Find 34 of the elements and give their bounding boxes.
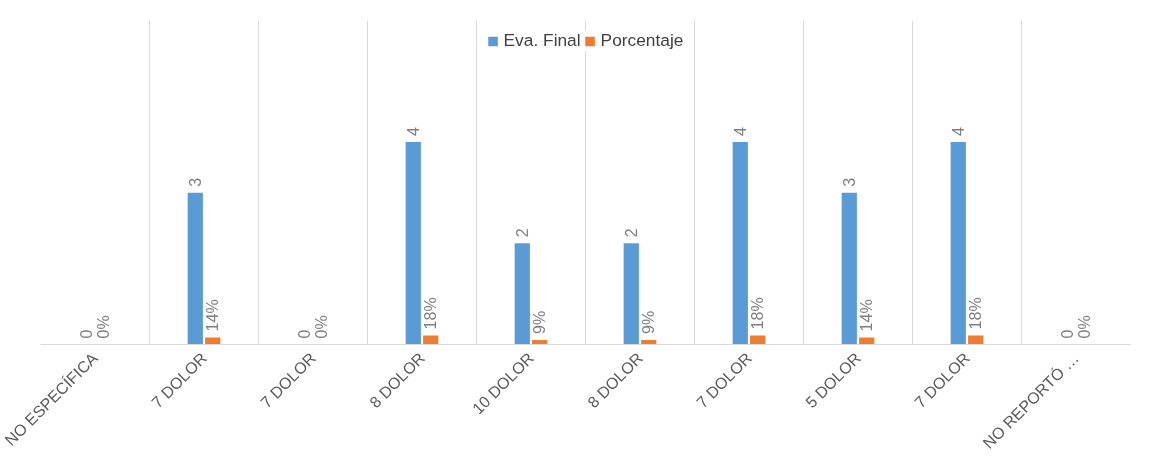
data-label: 2: [623, 228, 641, 238]
data-label: 4: [732, 127, 750, 136]
data-label: 18%: [967, 297, 985, 330]
data-label: 0%: [1076, 315, 1094, 339]
bar: [514, 243, 530, 345]
data-label: 9%: [640, 310, 658, 334]
bar: [859, 337, 875, 345]
bar: [968, 335, 984, 345]
bar: [950, 142, 966, 345]
data-label: 0: [296, 329, 314, 339]
data-label: 18%: [749, 297, 767, 330]
bar: [205, 337, 221, 345]
data-label: 0: [78, 329, 96, 339]
bar: [732, 142, 748, 345]
data-label: 14%: [204, 299, 222, 332]
data-label: 4: [950, 127, 968, 136]
bar: [423, 335, 439, 345]
data-label: 3: [187, 177, 205, 187]
bar: [187, 192, 203, 345]
data-label: 0: [1059, 329, 1077, 339]
data-label: 2: [514, 228, 532, 238]
data-label: 4: [405, 127, 423, 136]
data-label: 9%: [531, 310, 549, 334]
bar: [405, 142, 421, 345]
bar: [623, 243, 639, 345]
data-label: 18%: [422, 297, 440, 330]
data-label: 14%: [858, 299, 876, 332]
bar: [750, 335, 766, 345]
data-label: 0%: [313, 315, 331, 339]
legend-label: Eva. Final: [503, 30, 581, 51]
bar: [841, 192, 857, 345]
legend-label: Porcentaje: [600, 30, 684, 51]
data-label: 0%: [95, 315, 113, 339]
data-label: 3: [841, 177, 859, 187]
